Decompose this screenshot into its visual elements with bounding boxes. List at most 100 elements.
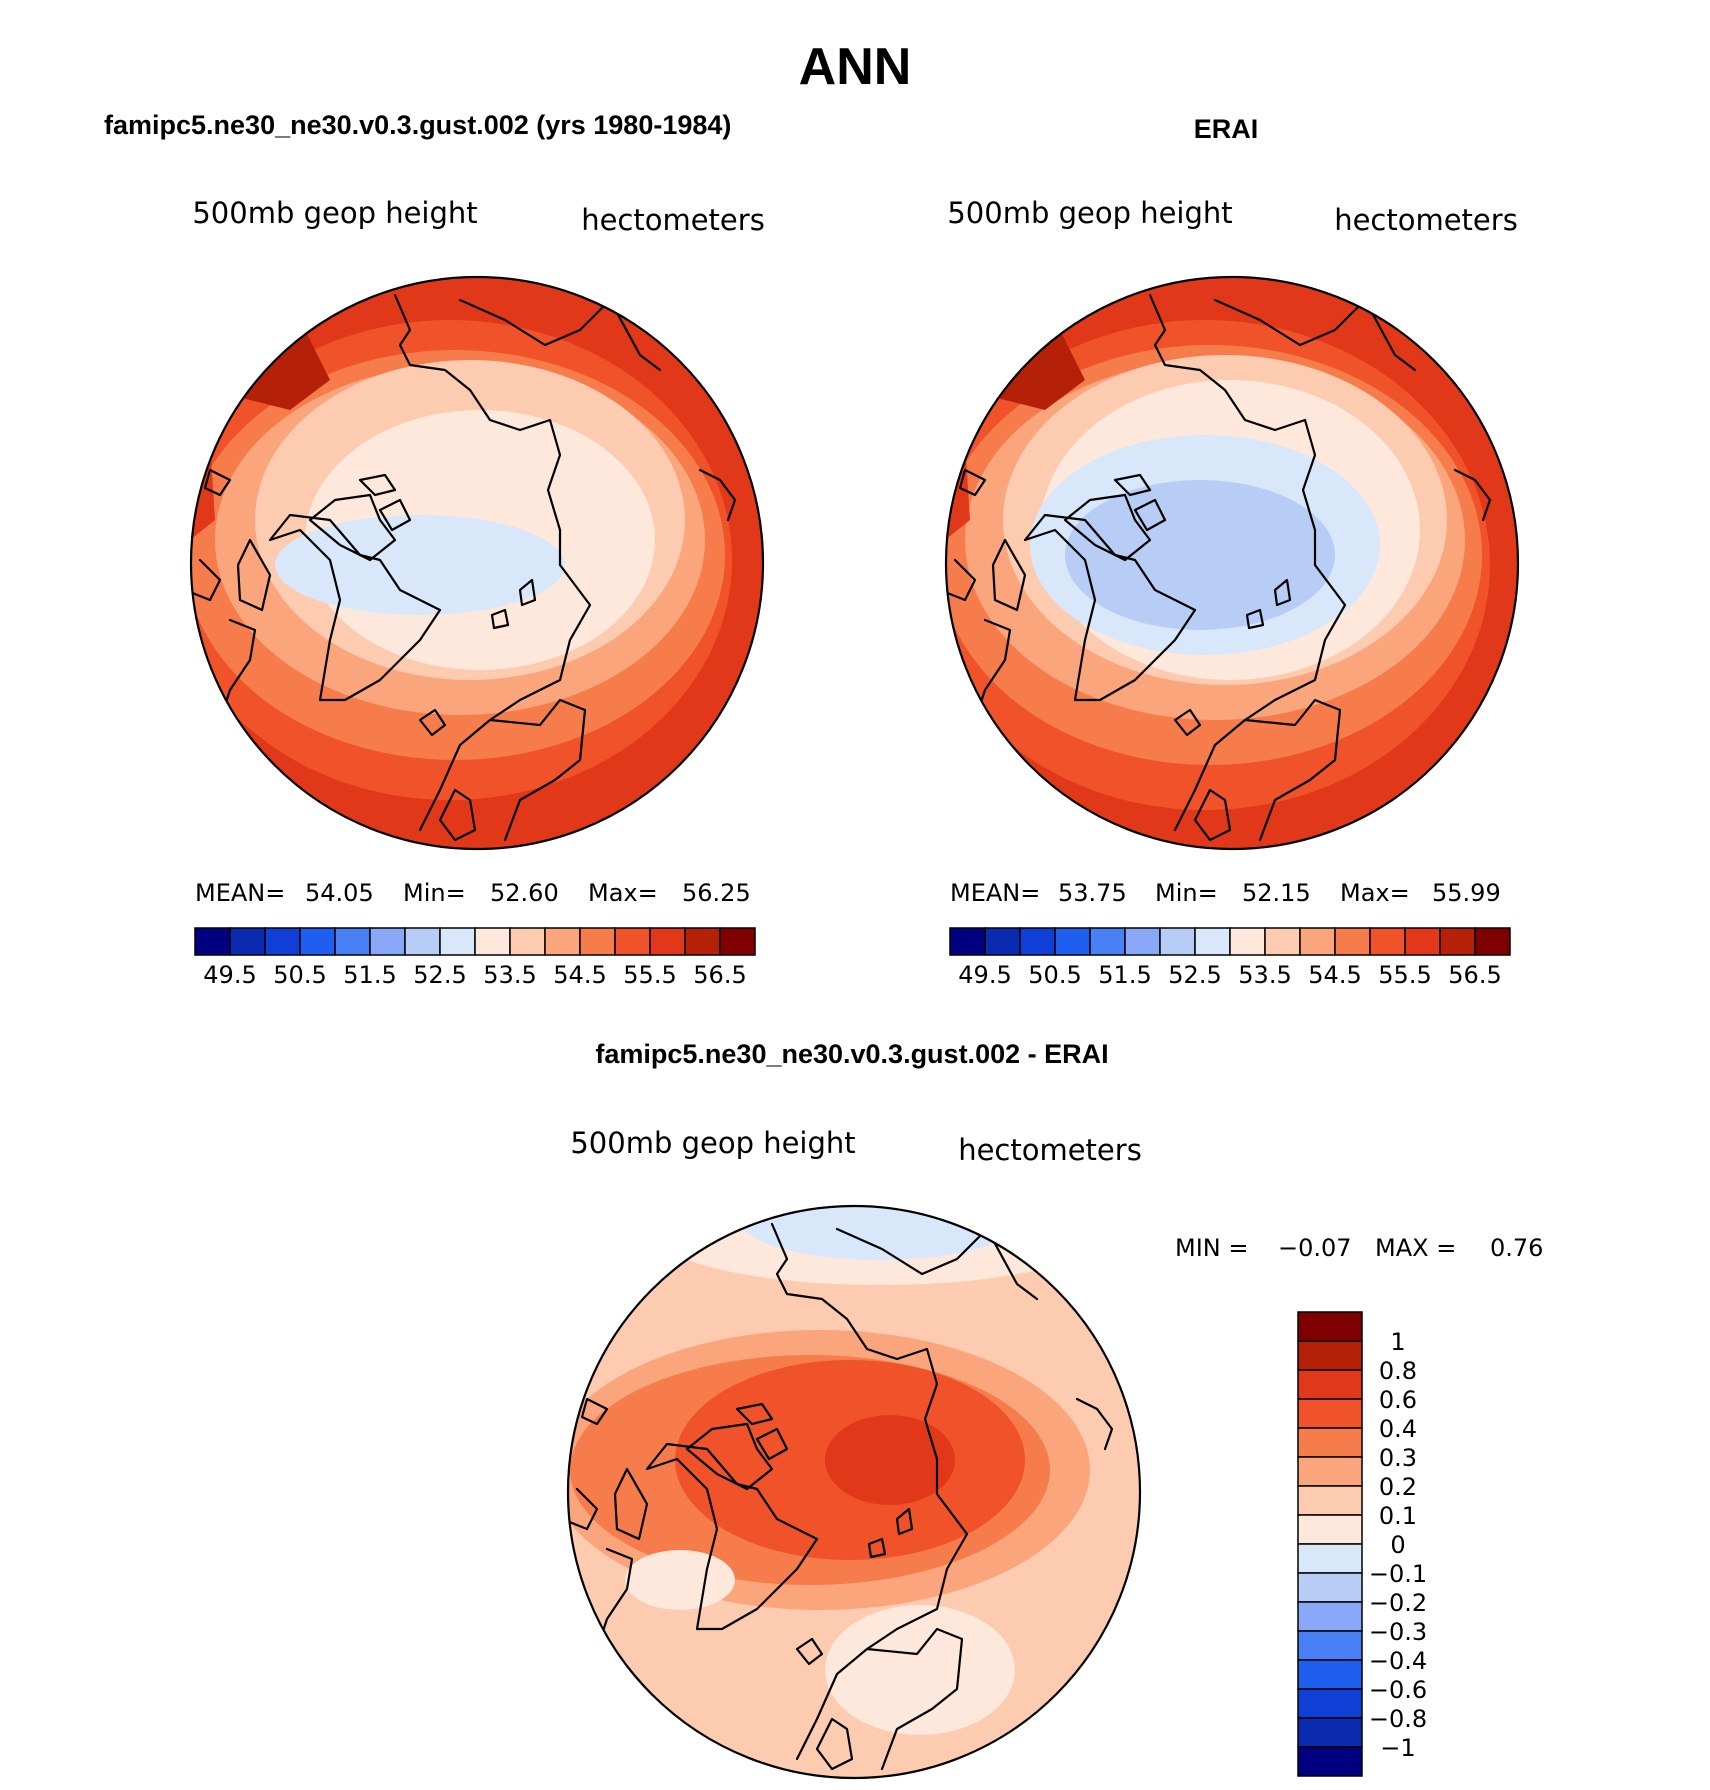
panel-model-units-label: hectometers [581, 203, 765, 237]
panel-model-colorbar-swatch [404, 927, 441, 956]
panel-diff-colorbar-tick-label: 0.6 [1379, 1386, 1417, 1414]
panel-diff-map-border [566, 1204, 1142, 1780]
panel-obs-map [946, 277, 1518, 849]
panel-obs-colorbar-tick-label: 56.5 [1448, 961, 1501, 989]
panel-obs-colorbar-swatch [1299, 927, 1336, 956]
panel-model-colorbar-swatch [369, 927, 406, 956]
panel-diff-colorbar-swatch [1297, 1311, 1363, 1342]
panel-model-coastlines [191, 293, 737, 842]
panel-obs-colorbar-swatch [1019, 927, 1056, 956]
panel-diff-max-label: MAX = [1375, 1234, 1456, 1262]
panel-diff-colorbar-swatch [1297, 1688, 1363, 1719]
panel-model-colorbar-swatch [299, 927, 336, 956]
panel-obs-colorbar-swatch [1404, 927, 1441, 956]
panel-model-colorbar-swatch [649, 927, 686, 956]
panel-model-min-value: 52.60 [490, 879, 559, 907]
panel-model-colorbar-swatch [544, 927, 581, 956]
panel-obs-colorbar-tick-label: 52.5 [1168, 961, 1221, 989]
panel-model-map-border [189, 275, 765, 851]
panel-model-mean-value: 54.05 [305, 879, 374, 907]
svg-text:MEAN= 54.05 Min=: MEAN= 54.05 Min= 52.60 Max= 56.25 [195, 879, 751, 907]
panel-diff-colorbar-tick-label: −0.6 [1369, 1676, 1427, 1704]
panel-obs-colorbar: 49.5 50.5 51.5 52.5 53.5 54.5 55.5 56.5 [949, 927, 1511, 989]
panel-obs-colorbar-swatch [1229, 927, 1266, 956]
panel-model-header: famipc5.ne30_ne30.v0.3.gust.002 (yrs 198… [104, 110, 731, 140]
panel-model-colorbar-swatch [719, 927, 756, 956]
panel-model-colorbar-swatch [474, 927, 511, 956]
panel-model-colorbar-tick-label: 54.5 [553, 961, 606, 989]
panel-model-colorbar: 49.5 50.5 51.5 52.5 53.5 54.5 55.5 56.5 [194, 927, 756, 989]
panel-obs-colorbar-swatch [949, 927, 986, 956]
panel-obs-mean-label: MEAN= [950, 879, 1040, 907]
panel-diff-colorbar-swatch [1297, 1572, 1363, 1603]
panel-diff-colorbar-tick-label: 0.1 [1379, 1502, 1417, 1530]
panel-obs-units-label: hectometers [1334, 203, 1518, 237]
panel-obs-colorbar-swatch [1054, 927, 1091, 956]
panel-obs-header: ERAI [1194, 114, 1259, 144]
panel-model-colorbar-tick-label: 53.5 [483, 961, 536, 989]
panel-obs-map-border [944, 275, 1520, 851]
panel-obs-field-label: 500mb geop height [947, 196, 1232, 230]
panel-obs-max-value: 55.99 [1432, 879, 1501, 907]
panel-obs-colorbar-swatch [984, 927, 1021, 956]
panel-diff-colorbar-tick-label: −1 [1380, 1734, 1415, 1762]
panel-model-colorbar-tick-label: 52.5 [413, 961, 466, 989]
panel-model-colorbar-tick-label: 51.5 [343, 961, 396, 989]
panel-diff-max-value: 0.76 [1490, 1234, 1543, 1262]
panel-obs-colorbar-swatch [1334, 927, 1371, 956]
panel-diff-units-label: hectometers [958, 1133, 1142, 1167]
panel-diff-colorbar-swatch [1297, 1659, 1363, 1690]
panel-obs-colorbar-swatch [1369, 927, 1406, 956]
panel-diff-colorbar-swatch [1297, 1369, 1363, 1400]
panel-diff-coastlines [568, 1222, 1114, 1771]
panel-model-colorbar-swatch [509, 927, 546, 956]
panel-obs-colorbar-swatch [1264, 927, 1301, 956]
panel-model-mean-label: MEAN= [195, 879, 285, 907]
panel-obs-colorbar-swatch [1439, 927, 1476, 956]
figure-title: ANN [799, 38, 912, 96]
panel-diff-colorbar-tick-label: 0.2 [1379, 1473, 1417, 1501]
panel-diff-colorbar-tick-label: −0.1 [1369, 1560, 1427, 1588]
panel-diff-colorbar-tick-label: −0.4 [1369, 1647, 1427, 1675]
panel-model-colorbar-swatch [194, 927, 231, 956]
panel-diff: famipc5.ne30_ne30.v0.3.gust.002 - ERAI 5… [566, 1039, 1543, 1780]
panel-diff-colorbar-swatch [1297, 1456, 1363, 1487]
panel-obs-colorbar-tick-label: 54.5 [1308, 961, 1361, 989]
panel-obs-colorbar-tick-label: 51.5 [1098, 961, 1151, 989]
panel-diff-colorbar-tick-label: 0 [1390, 1531, 1405, 1559]
panel-model-colorbar-swatch [579, 927, 616, 956]
panel-model-field-label: 500mb geop height [192, 196, 477, 230]
panel-diff-colorbar-tick-label: −0.8 [1369, 1705, 1427, 1733]
panel-obs-colorbar-swatch [1089, 927, 1126, 956]
panel-diff-colorbar-tick-label: 0.3 [1379, 1444, 1417, 1472]
panel-model-colorbar-swatch [614, 927, 651, 956]
panel-model-colorbar-tick-label: 55.5 [623, 961, 676, 989]
panel-model-colorbar-swatch [264, 927, 301, 956]
panel-obs: ERAI 500mb geop height hectometers [944, 114, 1520, 989]
panel-diff-colorbar-tick-label: −0.3 [1369, 1618, 1427, 1646]
panel-diff-colorbar-swatch [1297, 1485, 1363, 1516]
panel-model-colorbar-swatch [334, 927, 371, 956]
panel-model-min-label: Min= [403, 879, 466, 907]
panel-model: famipc5.ne30_ne30.v0.3.gust.002 (yrs 198… [104, 110, 765, 989]
panel-diff-colorbar-swatch [1297, 1427, 1363, 1458]
panel-diff-colorbar: 10.80.60.40.30.20.10−0.1−0.2−0.3−0.4−0.6… [1297, 1311, 1427, 1777]
panel-obs-colorbar-tick-label: 49.5 [958, 961, 1011, 989]
panel-diff-colorbar-tick-label: 1 [1390, 1328, 1405, 1356]
panel-diff-colorbar-tick-label: 0.8 [1379, 1357, 1417, 1385]
panel-obs-colorbar-swatch [1474, 927, 1511, 956]
panel-diff-colorbar-swatch [1297, 1398, 1363, 1429]
panel-diff-map [568, 1206, 1140, 1778]
panel-diff-field-label: 500mb geop height [570, 1126, 855, 1160]
panel-diff-colorbar-swatch [1297, 1543, 1363, 1574]
panel-obs-min-label: Min= [1155, 879, 1218, 907]
svg-text:MEAN= 53.75 Min=: MEAN= 53.75 Min= 52.15 Max= 55.99 [950, 879, 1501, 907]
panel-diff-colorbar-swatch [1297, 1601, 1363, 1632]
panel-obs-mean-value: 53.75 [1058, 879, 1127, 907]
panel-model-max-label: Max= [588, 879, 658, 907]
panel-obs-colorbar-swatch [1194, 927, 1231, 956]
panel-diff-colorbar-tick-label: 0.4 [1379, 1415, 1417, 1443]
svg-text:MIN = −0.07 MAX =: MIN = −0.07 MAX = 0.76 [1175, 1234, 1543, 1262]
panel-model-colorbar-swatch [229, 927, 266, 956]
